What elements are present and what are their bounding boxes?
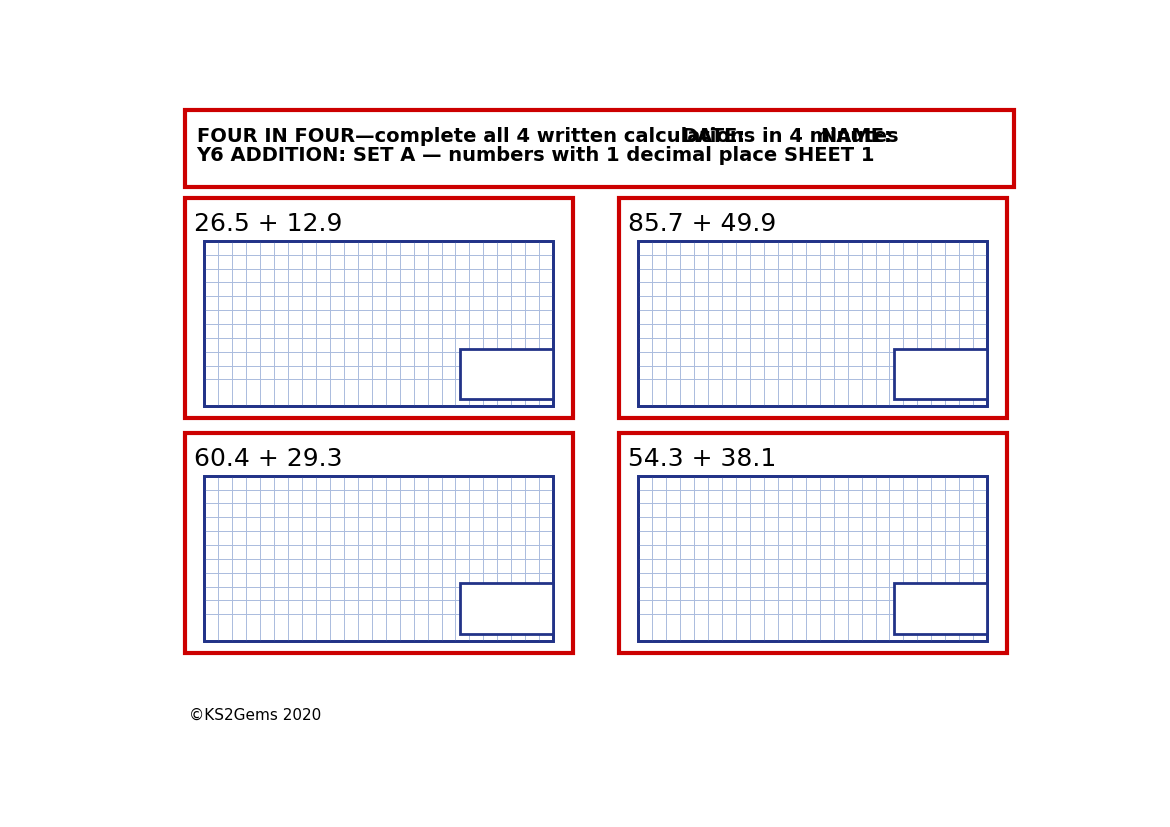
Text: 60.4 + 29.3: 60.4 + 29.3 [194, 447, 343, 471]
Bar [205, 241, 553, 407]
Text: ©KS2Gems 2020: ©KS2Gems 2020 [188, 707, 321, 722]
Bar [639, 241, 987, 407]
Bar [639, 476, 987, 642]
Bar [185, 199, 572, 418]
Bar [619, 434, 1006, 653]
Bar [205, 476, 553, 642]
Text: 85.7 + 49.9: 85.7 + 49.9 [628, 212, 777, 236]
Bar [894, 349, 987, 399]
Text: 26.5 + 12.9: 26.5 + 12.9 [194, 212, 343, 236]
Bar [185, 111, 1014, 188]
Bar [185, 434, 572, 653]
Text: Y6 ADDITION: SET A — numbers with 1 decimal place SHEET 1: Y6 ADDITION: SET A — numbers with 1 deci… [197, 146, 875, 165]
Text: FOUR IN FOUR—complete all 4 written calculations in 4 minutes: FOUR IN FOUR—complete all 4 written calc… [197, 127, 899, 146]
Text: DATE:: DATE: [681, 127, 745, 146]
Bar [639, 476, 987, 642]
Bar [460, 349, 553, 399]
Text: 54.3 + 38.1: 54.3 + 38.1 [628, 447, 777, 471]
Bar [205, 241, 553, 407]
Bar [619, 199, 1006, 418]
Text: NAME:: NAME: [820, 127, 893, 146]
Bar [460, 584, 553, 633]
Bar [205, 476, 553, 642]
Bar [894, 584, 987, 633]
Bar [639, 241, 987, 407]
